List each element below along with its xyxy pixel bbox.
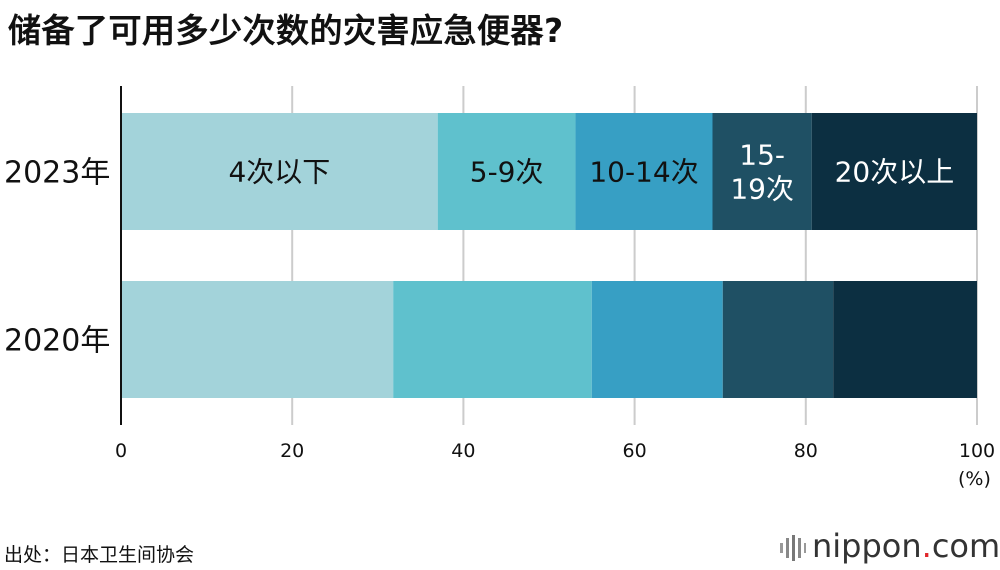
x-tick-label: 20 [280,440,304,462]
source-note: 出处：日本卫生间协会 [4,544,195,566]
category-label: 2020年 [4,324,110,359]
bar-segment [575,113,713,230]
segment-label: 20次以上 [835,156,955,189]
bar-segment [591,281,723,398]
segment-label: 5-9次 [470,156,544,189]
segment-label: 15- [739,139,785,172]
bar-segment [121,113,438,230]
bar-segment [393,281,592,398]
category-label: 2023年 [4,156,110,191]
bar-segment [121,281,394,398]
nippon-logo: nippon.com [780,527,1000,565]
bar-segment [722,281,834,398]
logo-name: nippon [812,527,922,565]
bar-segment [833,281,977,398]
x-tick-label: 100 [959,440,995,462]
segment-label: 4次以下 [228,156,330,189]
bar-segment [811,113,977,230]
x-tick-label: 0 [115,440,127,462]
x-tick-label: 40 [451,440,475,462]
chart-title: 储备了可用多少次数的灾害应急便器? [8,11,564,50]
x-tick-label: 80 [794,440,818,462]
logo-tld: com [931,527,1000,565]
logo-dot: . [921,527,932,565]
axis-unit-label: (%) [958,468,991,490]
segment-label: 19次 [730,173,794,206]
bar-segment [437,113,576,230]
x-tick-label: 60 [623,440,647,462]
bar-segment [712,113,812,230]
logo-bars-icon [780,535,806,561]
segment-label: 10-14次 [589,156,698,189]
